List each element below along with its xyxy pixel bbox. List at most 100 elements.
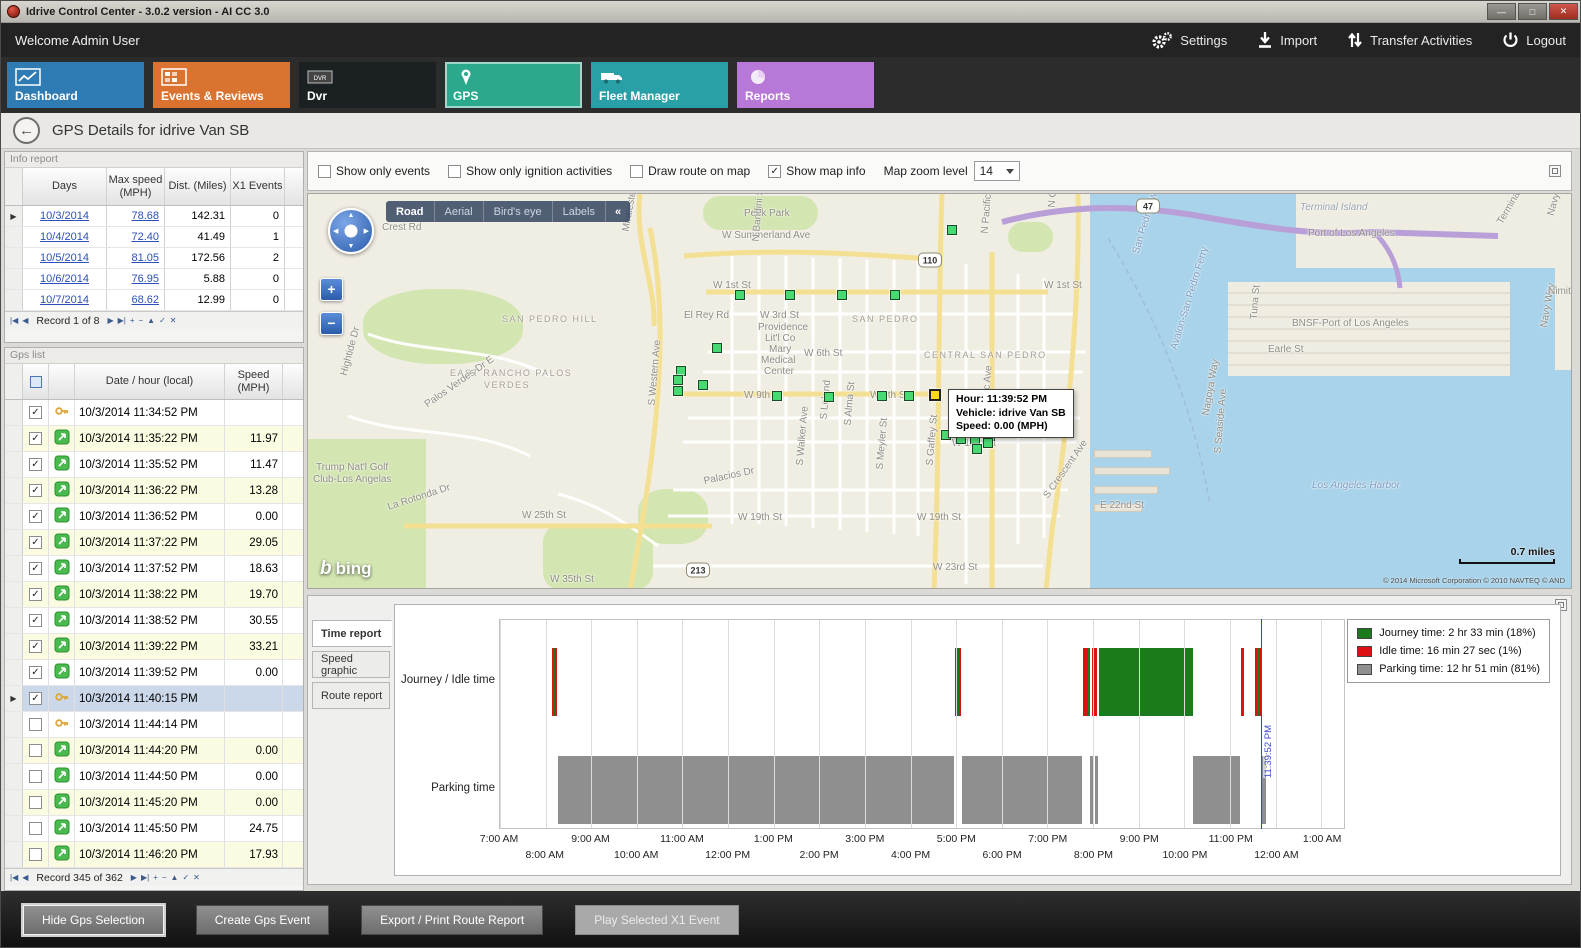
maximize-button[interactable]: □	[1518, 3, 1547, 20]
gps-point-marker[interactable]	[904, 391, 914, 401]
gps-row[interactable]: 10/3/2014 11:46:20 PM 17.93	[5, 842, 303, 868]
map-style-road[interactable]: Road	[386, 201, 435, 222]
pager-nav-icon[interactable]: −	[138, 315, 144, 325]
gps-row[interactable]: ✓ 10/3/2014 11:37:52 PM 18.63	[5, 556, 303, 582]
table-row[interactable]: 10/4/2014 72.40 41.49 1	[5, 227, 303, 248]
minimize-button[interactable]: —	[1487, 3, 1516, 20]
day-link[interactable]: 10/7/2014	[40, 294, 89, 306]
gps-row[interactable]: ✓ 10/3/2014 11:35:52 PM 11.47	[5, 452, 303, 478]
table-row[interactable]: ▶ 10/3/2014 78.68 142.31 0	[5, 206, 303, 227]
tab-fleet-manager[interactable]: Fleet Manager	[591, 62, 728, 108]
col-dist[interactable]: Dist. (Miles)	[165, 168, 231, 205]
gps-point-marker[interactable]	[785, 290, 795, 300]
gps-row[interactable]: ✓ 10/3/2014 11:36:52 PM 0.00	[5, 504, 303, 530]
col-days[interactable]: Days	[23, 168, 107, 205]
gps-point-marker[interactable]	[890, 290, 900, 300]
tab-reports[interactable]: Reports	[737, 62, 874, 108]
map-panel-collapse-button[interactable]	[1549, 165, 1561, 177]
gps-point-marker[interactable]	[983, 438, 993, 448]
gps-point-marker[interactable]	[673, 386, 683, 396]
max-speed-link[interactable]: 68.62	[131, 294, 159, 306]
gps-row[interactable]: ▶ ✓ 10/3/2014 11:40:15 PM	[5, 686, 303, 712]
gps-row-checkbox[interactable]	[29, 796, 42, 809]
gps-row[interactable]: ✓ 10/3/2014 11:35:22 PM 11.97	[5, 426, 303, 452]
gps-row[interactable]: ✓ 10/3/2014 11:39:22 PM 33.21	[5, 634, 303, 660]
pager-nav-icon[interactable]: −	[161, 872, 167, 882]
gps-row[interactable]: 10/3/2014 11:44:50 PM 0.00	[5, 764, 303, 790]
map-zoom-select[interactable]: 14	[973, 161, 1020, 181]
gps-row[interactable]: ✓ 10/3/2014 11:39:52 PM 0.00	[5, 660, 303, 686]
pager-nav-icon[interactable]: ✕	[193, 872, 200, 882]
gps-row-checkbox[interactable]	[29, 744, 42, 757]
pager-nav-icon[interactable]: ◀	[22, 315, 29, 325]
pager-nav-icon[interactable]: ✕	[169, 315, 177, 325]
close-button[interactable]: ✕	[1549, 3, 1578, 20]
gps-row-checkbox[interactable]	[29, 822, 42, 835]
map-option-show-map-info[interactable]: ✓ Show map info	[768, 164, 866, 178]
gps-row[interactable]: 10/3/2014 11:45:50 PM 24.75	[5, 816, 303, 842]
checkbox[interactable]	[318, 164, 331, 178]
pager-nav-icon[interactable]: |◀	[10, 315, 19, 325]
table-row[interactable]: 10/6/2014 76.95 5.88 0	[5, 269, 303, 290]
table-row[interactable]: 10/7/2014 68.62 12.99 0	[5, 290, 303, 311]
gps-point-marker[interactable]	[877, 391, 887, 401]
checkbox[interactable]: ✓	[768, 164, 782, 178]
gps-row[interactable]: ✓ 10/3/2014 11:38:52 PM 30.55	[5, 608, 303, 634]
map-option-draw-route-on-map[interactable]: Draw route on map	[630, 164, 750, 178]
table-row[interactable]: 10/5/2014 81.05 172.56 2	[5, 248, 303, 269]
chart-tab-speed-graphic[interactable]: Speed graphic	[312, 651, 390, 678]
pager-nav-icon[interactable]: ✓	[159, 315, 166, 325]
title-bar[interactable]: Idrive Control Center - 3.0.2 version - …	[1, 1, 1580, 23]
chart-tab-time-report[interactable]: Time report	[312, 620, 392, 647]
gps-point-marker[interactable]	[972, 444, 982, 454]
pager-nav-icon[interactable]: ▲	[147, 315, 156, 325]
pager-nav-icon[interactable]: ▲	[170, 872, 179, 882]
selected-gps-marker[interactable]	[929, 389, 941, 401]
gps-point-marker[interactable]	[735, 290, 745, 300]
create-gps-event-button[interactable]: Create Gps Event	[195, 905, 330, 935]
gps-row[interactable]: 10/3/2014 11:44:20 PM 0.00	[5, 738, 303, 764]
gps-point-marker[interactable]	[824, 392, 834, 402]
tab-events-reviews[interactable]: Events & Reviews	[153, 62, 290, 108]
map-compass-control[interactable]: ▲ ▼ ◀ ▶	[328, 208, 374, 254]
map-option-show-only-events[interactable]: Show only events	[318, 164, 430, 178]
gps-row[interactable]: ✓ 10/3/2014 11:37:22 PM 29.05	[5, 530, 303, 556]
col-speed[interactable]: Speed (MPH)	[225, 364, 283, 399]
map-bar-collapse-button[interactable]: «	[615, 205, 622, 218]
max-speed-link[interactable]: 81.05	[131, 252, 159, 264]
gps-row-checkbox[interactable]: ✓	[29, 562, 42, 575]
gps-row-checkbox[interactable]: ✓	[29, 510, 42, 523]
gps-row-checkbox[interactable]: ✓	[29, 614, 42, 627]
gps-point-marker[interactable]	[712, 343, 722, 353]
settings-button[interactable]: Settings	[1151, 31, 1227, 50]
map-style-birdseye[interactable]: Bird's eye	[484, 201, 553, 222]
pager-nav-icon[interactable]: |◀	[10, 872, 19, 882]
pager-nav-icon[interactable]: +	[153, 872, 158, 882]
max-speed-link[interactable]: 78.68	[131, 210, 159, 222]
map-option-show-only-ignition-activities[interactable]: Show only ignition activities	[448, 164, 612, 178]
gps-row-checkbox[interactable]	[29, 848, 42, 861]
back-button[interactable]: ←	[13, 117, 40, 144]
gps-row[interactable]: ✓ 10/3/2014 11:36:22 PM 13.28	[5, 478, 303, 504]
pager-nav-icon[interactable]: ▶|	[117, 315, 126, 325]
import-button[interactable]: Import	[1257, 31, 1317, 49]
gps-row-checkbox[interactable]: ✓	[29, 432, 42, 445]
gps-point-marker[interactable]	[772, 391, 782, 401]
max-speed-link[interactable]: 72.40	[131, 231, 159, 243]
gps-row-checkbox[interactable]	[29, 770, 42, 783]
map-style-aerial[interactable]: Aerial	[435, 201, 484, 222]
gps-point-marker[interactable]	[673, 375, 683, 385]
gps-row-checkbox[interactable]: ✓	[29, 484, 42, 497]
select-all-checkbox[interactable]	[23, 364, 49, 399]
gps-row-checkbox[interactable]: ✓	[29, 588, 42, 601]
day-link[interactable]: 10/6/2014	[40, 273, 89, 285]
map-style-labels[interactable]: Labels	[553, 201, 606, 222]
checkbox[interactable]	[448, 164, 462, 178]
tab-dashboard[interactable]: Dashboard	[7, 62, 144, 108]
col-x1-events[interactable]: X1 Events	[231, 168, 285, 205]
pager-nav-icon[interactable]: ▶	[107, 315, 114, 325]
day-link[interactable]: 10/3/2014	[40, 210, 89, 222]
pager-nav-icon[interactable]: ◀	[22, 872, 29, 882]
gps-row-checkbox[interactable]: ✓	[29, 640, 42, 653]
gps-row-checkbox[interactable]: ✓	[29, 666, 42, 679]
